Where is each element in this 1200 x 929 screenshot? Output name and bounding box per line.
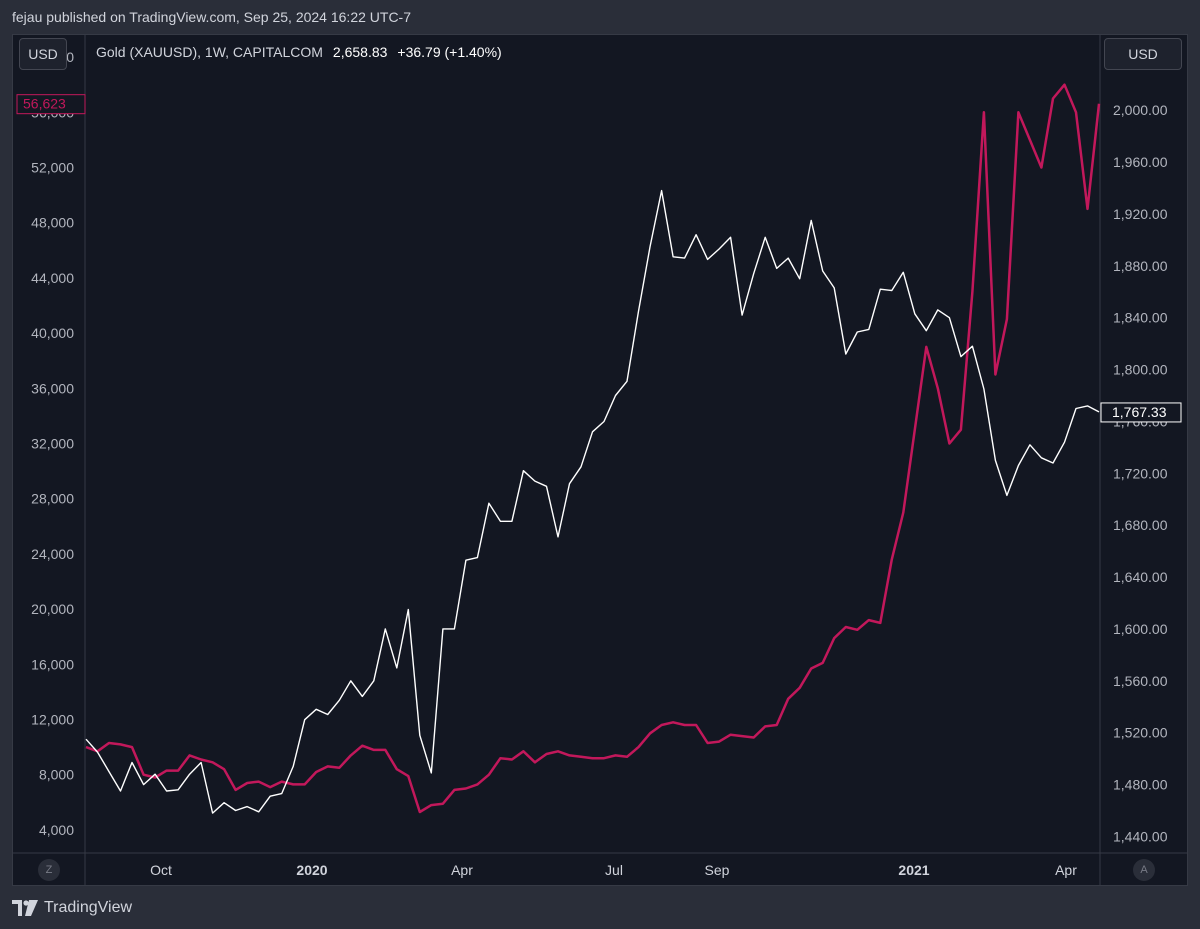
right-tick-label: 1,480.00	[1113, 777, 1168, 793]
time-tick-label: 2020	[296, 862, 327, 878]
left-tick-label: 24,000	[31, 546, 74, 562]
right-tick-label: 1,800.00	[1113, 362, 1168, 378]
left-scale-button[interactable]: Z	[38, 859, 60, 881]
right-tick-label: 1,720.00	[1113, 465, 1168, 481]
footer: TradingView	[0, 886, 1200, 929]
tradingview-logo[interactable]: TradingView	[12, 899, 132, 917]
last-value-labels: 56,623 1,767.33	[16, 94, 1182, 423]
auto-scale-button[interactable]: A	[1133, 859, 1155, 881]
left-tick-label: 28,000	[31, 491, 74, 507]
left-tick-label: 40,000	[31, 325, 74, 341]
right-currency-button[interactable]: USD	[1104, 38, 1182, 70]
left-tick-label: 36,000	[31, 380, 74, 396]
right-tick-label: 1,880.00	[1113, 258, 1168, 274]
time-tick-label: Apr	[451, 862, 473, 878]
price-change: +36.79 (+1.40%)	[397, 44, 502, 60]
left-tick-label: 8,000	[39, 767, 74, 783]
right-currency-label: USD	[1128, 46, 1158, 62]
time-tick-label: Sep	[705, 862, 730, 878]
time-tick-label: Apr	[1055, 862, 1077, 878]
right-last-value-label: 1,767.33	[1112, 404, 1167, 420]
time-tick-label: Oct	[150, 862, 172, 878]
right-axis-ticks: 1,440.00 1,480.00 1,520.00 1,560.00 1,600.00…	[1113, 102, 1168, 844]
tradingview-logo-icon	[12, 899, 38, 916]
left-last-value-label: 56,623	[23, 96, 66, 112]
right-tick-label: 2,000.00	[1113, 102, 1168, 118]
time-tick-label: Jul	[605, 862, 623, 878]
right-tick-label: 1,960.00	[1113, 154, 1168, 170]
publication-info: fejau published on TradingView.com, Sep …	[12, 9, 411, 25]
auto-scale-label: A	[1140, 864, 1148, 876]
left-tick-label: 20,000	[31, 601, 74, 617]
last-price: 2,658.83	[332, 44, 388, 60]
publication-header: fejau published on TradingView.com, Sep …	[0, 0, 1200, 34]
left-tick-label: 32,000	[31, 436, 74, 452]
left-tick-label: 16,000	[31, 656, 74, 672]
left-tick-label: 4,000	[39, 822, 74, 838]
right-tick-label: 1,920.00	[1113, 206, 1168, 222]
symbol-title: Gold (XAUUSD), 1W, CAPITALCOM	[96, 44, 323, 60]
right-tick-label: 1,560.00	[1113, 673, 1168, 689]
right-tick-label: 1,640.00	[1113, 569, 1168, 585]
time-tick-label: 2021	[898, 862, 929, 878]
time-axis-ticks: Oct 2020 Apr Jul Sep 2021 Apr	[150, 862, 1077, 878]
right-last-value-box	[1100, 402, 1182, 423]
left-tick-label: 48,000	[31, 215, 74, 231]
chart-legend[interactable]: Gold (XAUUSD), 1W, CAPITALCOM 2,658.83 +…	[96, 44, 502, 60]
right-tick-label: 1,440.00	[1113, 828, 1168, 844]
left-scale-label: Z	[45, 864, 53, 876]
tradingview-brand: TradingView	[44, 898, 133, 916]
right-tick-label: 1,840.00	[1113, 310, 1168, 326]
bitcoin-series-line	[85, 83, 1101, 814]
left-tick-label: 44,000	[31, 270, 74, 286]
series-layer	[85, 83, 1101, 814]
left-last-value-box	[16, 94, 86, 115]
left-currency-button[interactable]: USD	[19, 38, 67, 70]
left-tick-label: 12,000	[31, 712, 74, 728]
right-tick-label: 1,600.00	[1113, 621, 1168, 637]
gold-series-line	[85, 189, 1100, 814]
right-tick-label: 1,680.00	[1113, 517, 1168, 533]
left-currency-label: USD	[28, 46, 58, 62]
left-tick-label: 52,000	[31, 159, 74, 175]
left-axis-ticks: 4,000 8,000 12,000 16,000 20,000 24,000 28,000…	[31, 49, 74, 838]
chart-panel[interactable]	[12, 34, 1188, 886]
right-tick-label: 1,520.00	[1113, 725, 1168, 741]
